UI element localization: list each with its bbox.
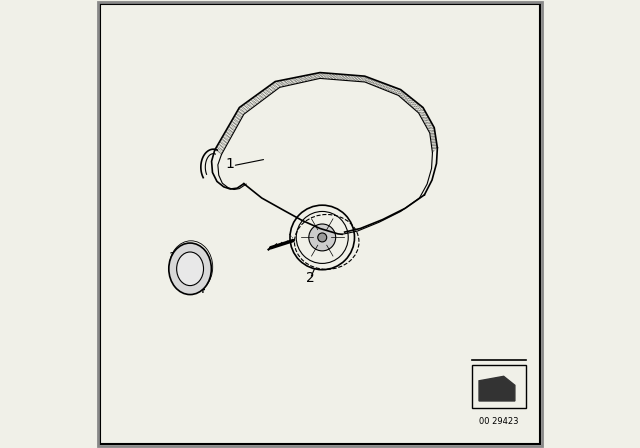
Text: 3: 3: [169, 251, 178, 265]
Text: 4: 4: [197, 282, 205, 297]
Polygon shape: [479, 376, 515, 401]
Text: 2: 2: [306, 271, 314, 285]
Circle shape: [309, 224, 336, 251]
Circle shape: [317, 233, 327, 242]
Text: 1: 1: [226, 157, 235, 171]
Ellipse shape: [177, 252, 204, 286]
Text: 00 29423: 00 29423: [479, 417, 519, 426]
Bar: [472, 365, 526, 408]
Ellipse shape: [169, 243, 211, 295]
